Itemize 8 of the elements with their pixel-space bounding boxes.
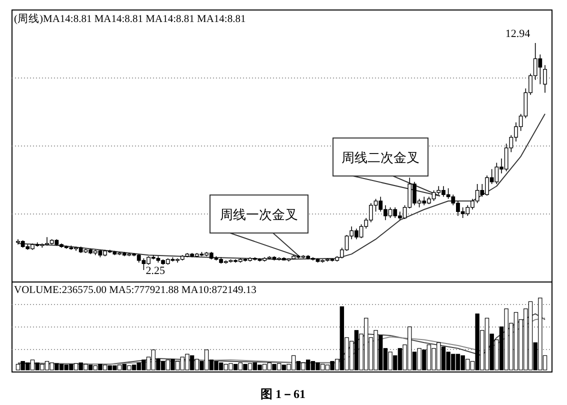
caption: 图 1－61 bbox=[260, 387, 306, 401]
annotation: 2.25 bbox=[146, 265, 166, 277]
annotation: 周线一次金叉 bbox=[220, 207, 298, 222]
annotation: 周线二次金叉 bbox=[342, 150, 420, 165]
candlestick bbox=[543, 64, 547, 94]
chart-title: (周线)MA14:8.81 MA14:8.81 MA14:8.81 MA14:8.81 bbox=[14, 12, 246, 25]
text: 12.94 bbox=[505, 28, 531, 40]
chart-title: VOLUME:236575.00 MA5:777921.88 MA10:872149.13 bbox=[14, 285, 256, 296]
